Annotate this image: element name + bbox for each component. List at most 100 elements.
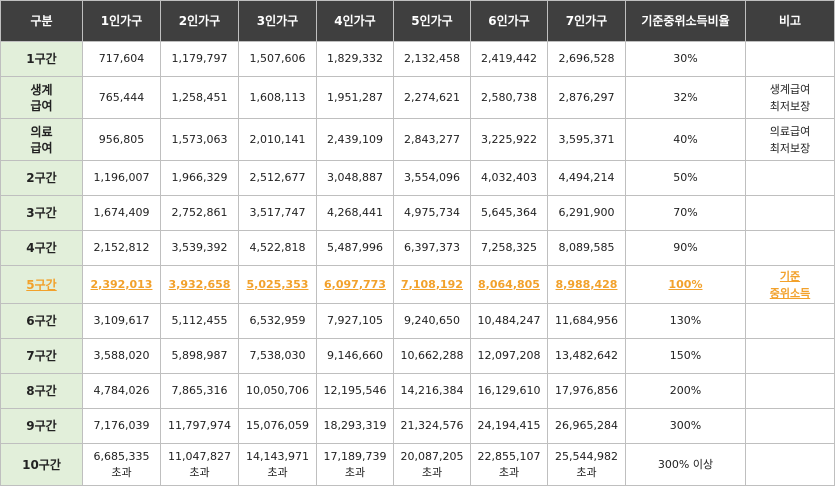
income-cell: 12,097,208 [470,338,548,374]
income-cell: 1,573,063 [160,118,239,161]
income-cell: 13,482,642 [547,338,626,374]
ratio-cell: 100% [625,265,746,304]
income-cell: 17,189,739 초과 [316,443,394,486]
income-cell: 21,324,576 [393,408,471,444]
income-cell: 2,010,141 [238,118,317,161]
income-cell: 7,538,030 [238,338,317,374]
income-cell: 2,152,812 [82,230,161,266]
column-header: 6인가구 [470,0,548,42]
income-cell: 7,108,192 [393,265,471,304]
income-cell: 2,843,277 [393,118,471,161]
income-cell: 2,392,013 [82,265,161,304]
row-label: 6구간 [0,303,83,339]
row-label: 8구간 [0,373,83,409]
income-cell: 18,293,319 [316,408,394,444]
note-cell [745,160,835,196]
ratio-cell: 150% [625,338,746,374]
row-label: 의료 급여 [0,118,83,161]
row-label: 생계 급여 [0,76,83,119]
income-cell: 25,544,982 초과 [547,443,626,486]
note-cell [745,373,835,409]
row-label: 9구간 [0,408,83,444]
income-cell: 11,047,827 초과 [160,443,239,486]
ratio-cell: 130% [625,303,746,339]
column-header: 3인가구 [238,0,317,42]
income-cell: 6,685,335 초과 [82,443,161,486]
table-row: 5구간 2,392,013 3,932,658 5,025,353 6,097,773 7… [0,265,835,304]
income-cell: 14,216,384 [393,373,471,409]
income-cell: 9,240,650 [393,303,471,339]
income-cell: 5,898,987 [160,338,239,374]
income-cell: 8,089,585 [547,230,626,266]
income-cell: 15,076,059 [238,408,317,444]
note-cell [745,443,835,486]
income-cell: 3,554,096 [393,160,471,196]
note-cell [745,338,835,374]
ratio-cell: 90% [625,230,746,266]
income-cell: 1,179,797 [160,41,239,77]
table-row: 1구간 717,604 1,179,797 1,507,606 1,829,332 2,1… [0,41,835,77]
table-row: 생계 급여 765,444 1,258,451 1,608,113 1,951,287 2,… [0,76,835,119]
table-row: 2구간 1,196,007 1,966,329 2,512,677 3,048,887 3… [0,160,835,196]
column-header: 1인가구 [82,0,161,42]
income-cell: 1,674,409 [82,195,161,231]
income-cell: 1,829,332 [316,41,394,77]
income-cell: 6,532,959 [238,303,317,339]
note-cell [745,41,835,77]
income-cell: 24,194,415 [470,408,548,444]
income-cell: 3,595,371 [547,118,626,161]
income-cell: 10,484,247 [470,303,548,339]
income-cell: 22,855,107 초과 [470,443,548,486]
table-row: 6구간 3,109,617 5,112,455 6,532,959 7,927,105 9… [0,303,835,339]
column-header: 5인가구 [393,0,471,42]
ratio-cell: 300% 이상 [625,443,746,486]
income-cell: 12,195,546 [316,373,394,409]
income-cell: 2,696,528 [547,41,626,77]
row-label: 10구간 [0,443,83,486]
income-cell: 3,109,617 [82,303,161,339]
income-cell: 7,865,316 [160,373,239,409]
column-header: 2인가구 [160,0,239,42]
income-cell: 1,196,007 [82,160,161,196]
income-cell: 4,032,403 [470,160,548,196]
income-cell: 3,517,747 [238,195,317,231]
ratio-cell: 50% [625,160,746,196]
income-cell: 11,684,956 [547,303,626,339]
income-cell: 11,797,974 [160,408,239,444]
column-header: 비고 [745,0,835,42]
income-cell: 717,604 [82,41,161,77]
note-cell [745,230,835,266]
note-cell: 생계급여 최저보장 [745,76,835,119]
row-label: 3구간 [0,195,83,231]
income-cell: 2,876,297 [547,76,626,119]
row-label: 1구간 [0,41,83,77]
note-cell: 의료급여 최저보장 [745,118,835,161]
income-cell: 1,951,287 [316,76,394,119]
income-cell: 10,050,706 [238,373,317,409]
row-label: 2구간 [0,160,83,196]
income-cell: 3,539,392 [160,230,239,266]
row-label: 7구간 [0,338,83,374]
income-cell: 2,419,442 [470,41,548,77]
table-row: 9구간 7,176,039 11,797,974 15,076,059 18,293,3… [0,408,835,444]
income-cell: 4,975,734 [393,195,471,231]
income-cell: 2,752,861 [160,195,239,231]
income-cell: 2,512,677 [238,160,317,196]
table-row: 7구간 3,588,020 5,898,987 7,538,030 9,146,660 1… [0,338,835,374]
ratio-cell: 70% [625,195,746,231]
income-cell: 6,397,373 [393,230,471,266]
ratio-cell: 300% [625,408,746,444]
income-cell: 16,129,610 [470,373,548,409]
income-cell: 956,805 [82,118,161,161]
income-cell: 26,965,284 [547,408,626,444]
column-header: 4인가구 [316,0,394,42]
column-header: 기준중위소득비율 [625,0,746,42]
income-cell: 4,784,026 [82,373,161,409]
income-cell: 7,176,039 [82,408,161,444]
income-cell: 4,268,441 [316,195,394,231]
note-cell [745,408,835,444]
ratio-cell: 40% [625,118,746,161]
income-cell: 17,976,856 [547,373,626,409]
income-cell: 9,146,660 [316,338,394,374]
